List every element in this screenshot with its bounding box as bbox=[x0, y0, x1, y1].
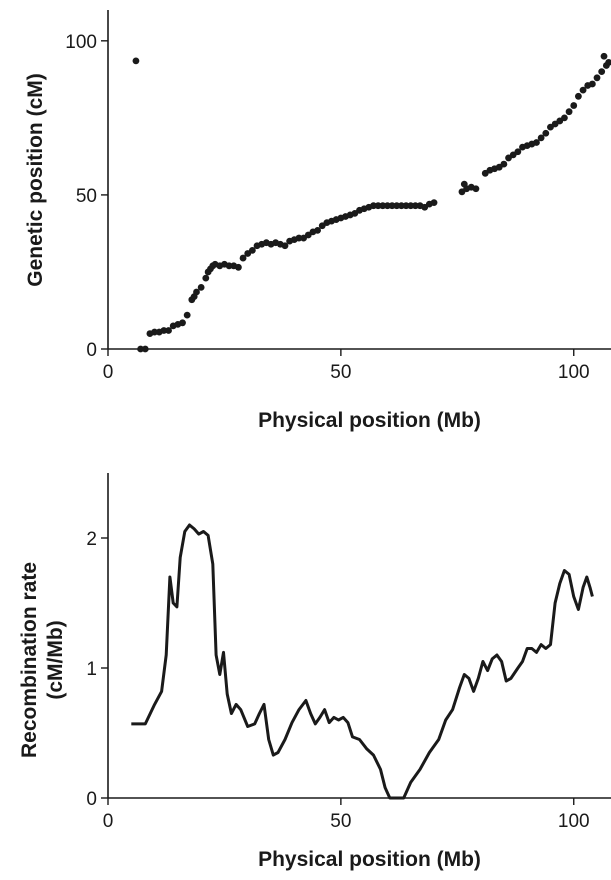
data-point bbox=[183, 311, 191, 319]
y-axis-label-line: (cM/Mb) bbox=[44, 620, 67, 699]
data-point bbox=[281, 242, 289, 250]
x-tick-label: 50 bbox=[330, 811, 351, 832]
data-point bbox=[542, 129, 550, 137]
data-point bbox=[379, 202, 387, 210]
data-point bbox=[598, 68, 606, 76]
data-point bbox=[151, 328, 158, 336]
data-point bbox=[132, 57, 140, 65]
data-point bbox=[235, 263, 242, 271]
x-tick-label: 0 bbox=[103, 811, 114, 832]
y-tick-label: 0 bbox=[86, 340, 97, 361]
data-point bbox=[388, 202, 396, 210]
genetic-position-panel: 0 50 100 0 50 100 Physical position (Mb) Geneti… bbox=[24, 10, 611, 432]
x-tick-label: 0 bbox=[103, 362, 114, 383]
data-point bbox=[588, 80, 596, 88]
x-tick-label: 100 bbox=[558, 362, 590, 383]
data-point bbox=[472, 185, 480, 193]
data-point bbox=[160, 327, 168, 334]
y-tick-label: 2 bbox=[86, 529, 97, 550]
data-point bbox=[565, 108, 573, 116]
x-tick-label: 50 bbox=[330, 362, 351, 383]
y-axis-label: Recombination rate (cM/Mb) bbox=[18, 562, 67, 758]
x-axis-label: Physical position (Mb) bbox=[258, 848, 481, 871]
data-point bbox=[407, 202, 415, 210]
data-point bbox=[514, 148, 522, 156]
y-axis-label: Genetic position (cM) bbox=[24, 73, 47, 287]
data-point bbox=[370, 202, 377, 210]
data-point bbox=[193, 288, 200, 296]
data-point bbox=[402, 202, 410, 210]
data-point bbox=[579, 86, 587, 94]
data-point bbox=[197, 283, 205, 291]
data-point bbox=[600, 52, 608, 60]
data-point bbox=[374, 202, 382, 210]
data-point bbox=[605, 58, 611, 66]
data-point bbox=[570, 102, 578, 109]
data-point bbox=[533, 139, 540, 146]
data-point bbox=[295, 234, 303, 242]
y-axis-label-line: Recombination rate bbox=[18, 562, 41, 758]
data-point bbox=[430, 199, 438, 207]
x-tick-label: 100 bbox=[558, 811, 590, 832]
y-tick-label: 1 bbox=[86, 659, 97, 680]
recombination-rate-panel: 0 50 100 0 1 2 Physical position (Mb) Recombina… bbox=[18, 473, 611, 871]
x-axis-label: Physical position (Mb) bbox=[258, 409, 481, 432]
y-tick-label: 50 bbox=[76, 186, 97, 207]
data-point bbox=[398, 202, 405, 210]
data-point bbox=[593, 74, 601, 82]
data-point bbox=[137, 345, 145, 353]
data-point bbox=[314, 226, 321, 234]
data-point bbox=[561, 114, 568, 122]
data-point bbox=[202, 274, 210, 282]
data-point bbox=[411, 202, 419, 210]
y-tick-label: 0 bbox=[86, 789, 97, 810]
data-point bbox=[248, 246, 256, 254]
recombination-rate-line bbox=[131, 523, 594, 800]
data-point bbox=[537, 134, 545, 142]
data-point bbox=[225, 262, 233, 270]
data-point bbox=[500, 160, 508, 168]
y-tick-label: 100 bbox=[65, 32, 97, 53]
data-point bbox=[179, 319, 186, 327]
data-point bbox=[393, 202, 401, 210]
data-point bbox=[384, 202, 391, 210]
data-point bbox=[141, 345, 149, 353]
data-point bbox=[239, 254, 247, 262]
data-point bbox=[165, 327, 172, 334]
data-point bbox=[574, 92, 582, 100]
